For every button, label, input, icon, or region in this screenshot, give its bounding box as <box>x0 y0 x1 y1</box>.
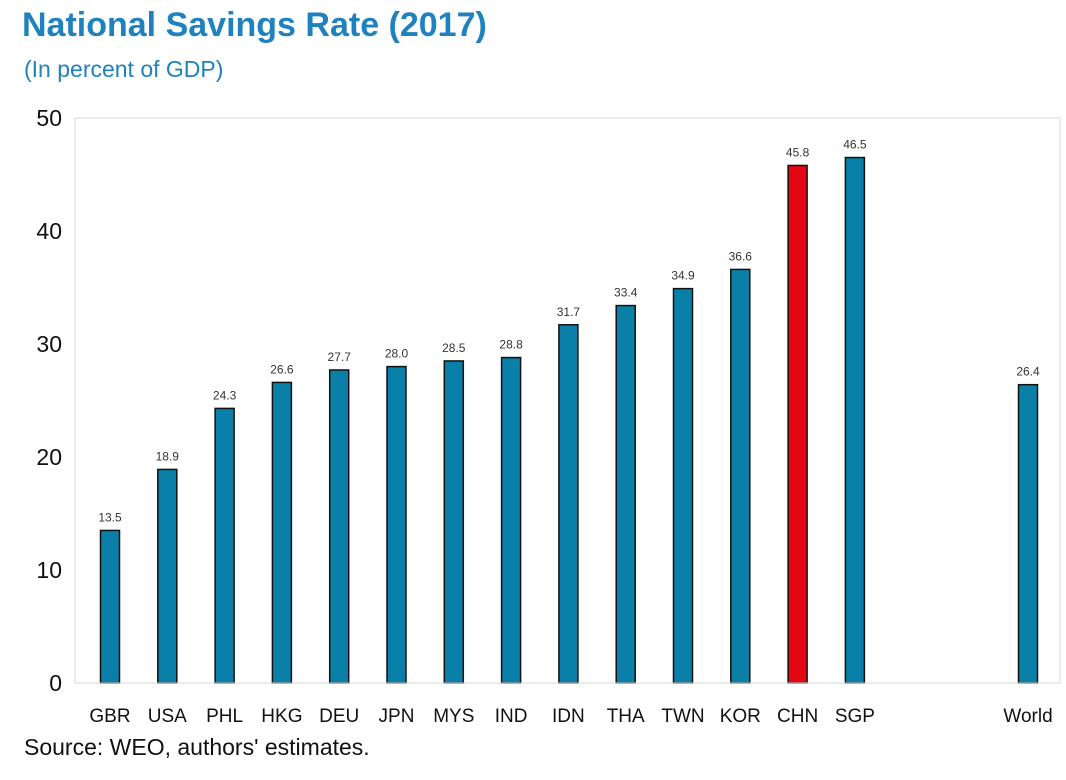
x-tick-label-mys: MYS <box>433 706 474 727</box>
bar-hkg <box>271 381 293 684</box>
bar-chn <box>787 164 808 684</box>
bar-kor <box>730 268 751 684</box>
source-note: Source: WEO, authors' estimates. <box>24 734 370 760</box>
data-label-tha: 33.4 <box>614 286 638 300</box>
bar-jpn <box>386 365 407 684</box>
x-tick-label-usa: USA <box>148 706 187 727</box>
data-label-idn: 31.7 <box>557 305 581 319</box>
data-label-jpn: 28.0 <box>385 347 409 361</box>
data-label-phl: 24.3 <box>213 388 237 402</box>
data-label-sgp: 46.5 <box>843 138 867 152</box>
x-tick-label-hkg: HKG <box>261 706 302 727</box>
y-tick-label: 10 <box>36 557 62 583</box>
x-tick-label-idn: IDN <box>552 706 585 727</box>
y-tick-label: 20 <box>36 444 62 470</box>
x-tick-label-sgp: SGP <box>835 706 875 727</box>
data-label-kor: 36.6 <box>729 249 753 263</box>
y-tick-label: 50 <box>36 105 62 131</box>
bar-tha <box>615 304 636 684</box>
y-tick-label: 30 <box>36 331 62 357</box>
x-tick-label-deu: DEU <box>319 706 359 727</box>
chart-subtitle: (In percent of GDP) <box>24 56 224 82</box>
data-label-chn: 45.8 <box>786 145 810 159</box>
bar-idn <box>558 324 579 684</box>
bar-sgp <box>844 156 866 684</box>
bar-gbr <box>99 529 121 684</box>
x-tick-label-jpn: JPN <box>379 706 415 727</box>
bar-world <box>1017 383 1039 684</box>
bar-mys <box>443 360 465 684</box>
x-tick-label-kor: KOR <box>720 706 761 727</box>
bar-twn <box>672 287 694 684</box>
data-label-deu: 27.7 <box>328 350 352 364</box>
x-tick-label-phl: PHL <box>206 706 243 727</box>
data-label-mys: 28.5 <box>442 341 466 355</box>
x-tick-label-chn: CHN <box>777 706 818 727</box>
data-label-usa: 18.9 <box>156 449 180 463</box>
data-label-hkg: 26.6 <box>270 362 294 376</box>
data-label-gbr: 13.5 <box>98 510 122 524</box>
x-tick-label-twn: TWN <box>661 706 704 727</box>
x-tick-label-ind: IND <box>495 706 528 727</box>
data-label-world: 26.4 <box>1016 365 1040 379</box>
y-tick-label: 40 <box>36 218 62 244</box>
data-labels: 13.5 18.9 24.3 26.6 27.7 28.0 28.5 28.8 31.7 33.4… <box>98 138 1040 525</box>
x-tick-label-world: World <box>1003 706 1052 727</box>
bar-deu <box>328 369 350 684</box>
data-label-twn: 34.9 <box>671 269 695 283</box>
y-axis: 0 10 20 30 40 50 <box>36 105 62 696</box>
x-tick-label-tha: THA <box>607 706 645 727</box>
x-axis: GBR USA PHL HKG DEU JPN MYS IND IDN THA TWN KOR CHN S… <box>89 706 1052 727</box>
data-label-ind: 28.8 <box>499 338 523 352</box>
bar-phl <box>214 407 235 684</box>
bar-usa <box>157 468 178 684</box>
chart-title: National Savings Rate (2017) <box>22 6 487 44</box>
bars <box>75 156 1060 684</box>
bar-ind <box>500 356 522 684</box>
x-tick-label-gbr: GBR <box>89 706 130 727</box>
y-tick-label: 0 <box>49 670 62 696</box>
